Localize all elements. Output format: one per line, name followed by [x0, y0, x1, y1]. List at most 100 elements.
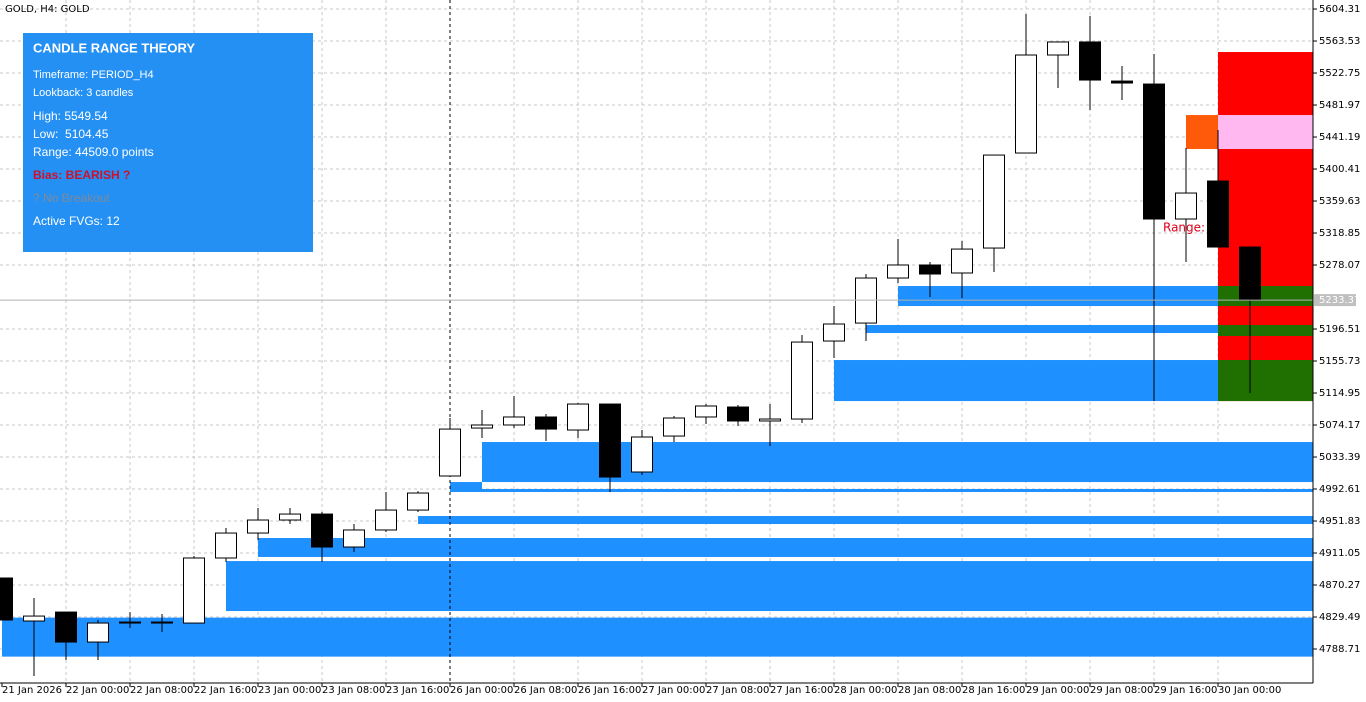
panel-title: CANDLE RANGE THEORY: [33, 40, 195, 55]
panel-stat: Range: 44509.0 points: [33, 145, 154, 159]
zone: [2, 617, 1313, 657]
x-tick-label: 23 Jan 00:00: [258, 685, 321, 696]
zone: [834, 360, 1218, 402]
x-tick-label: 29 Jan 00:00: [1026, 685, 1089, 696]
y-tick-label: 5278.07: [1319, 260, 1360, 271]
candle-body: [247, 519, 269, 534]
panel-bg: [23, 33, 313, 252]
x-tick-label: 21 Jan 2026: [2, 685, 62, 696]
x-tick-label: 29 Jan 08:00: [1090, 685, 1153, 696]
y-tick-label: 4951.83: [1319, 516, 1360, 527]
y-tick-label: 5563.53: [1319, 36, 1360, 47]
y-tick-label: 5114.95: [1319, 388, 1360, 399]
candle-body: [887, 264, 909, 279]
candle-body: [343, 529, 365, 548]
candle-body: [663, 417, 685, 437]
zone: [1218, 52, 1313, 402]
y-tick-label: 4911.05: [1319, 548, 1360, 559]
candle-body: [1111, 80, 1133, 84]
current-price-label: 5233.37: [1319, 295, 1360, 306]
candle-body: [311, 513, 333, 548]
x-tick-label: 30 Jan 00:00: [1218, 685, 1281, 696]
candle-body: [87, 622, 109, 643]
y-tick-label: 4992.61: [1319, 484, 1360, 495]
y-tick-label: 4788.71: [1319, 644, 1360, 655]
x-tick-label: 23 Jan 08:00: [322, 685, 385, 696]
candle-body: [23, 615, 45, 622]
y-tick-label: 5196.51: [1319, 324, 1360, 335]
x-tick-label: 28 Jan 08:00: [898, 685, 961, 696]
zone: [482, 489, 1313, 493]
y-tick-label: 5155.73: [1319, 356, 1360, 367]
candle-body: [1239, 246, 1261, 301]
zone: [226, 561, 1313, 612]
x-tick-label: 27 Jan 16:00: [770, 685, 833, 696]
zone: [1218, 286, 1313, 307]
candles: [0, 14, 1313, 677]
candle-body: [183, 557, 205, 624]
candle-body: [55, 611, 77, 643]
candle-body: [599, 403, 621, 478]
current-price-box: [1314, 294, 1356, 307]
candle-body: [471, 424, 493, 429]
x-tick-label: 29 Jan 16:00: [1154, 685, 1217, 696]
candle-body: [119, 621, 141, 624]
zone: [450, 482, 482, 493]
zone: [898, 286, 1218, 307]
x-tick-label: 28 Jan 16:00: [962, 685, 1025, 696]
panel-stat: High: 5549.54: [33, 109, 108, 123]
x-tick-label: 22 Jan 08:00: [130, 685, 193, 696]
candle-body: [439, 428, 461, 477]
x-tick-label: 28 Jan 00:00: [834, 685, 897, 696]
zone: [258, 537, 1313, 557]
zone: [1218, 115, 1313, 150]
y-tick-label: 5481.97: [1319, 100, 1360, 111]
candle-body: [1207, 180, 1229, 248]
panel-bias: Bias: BEARISH ?: [33, 168, 130, 182]
candle-body: [1079, 41, 1101, 81]
x-tick-label: 26 Jan 00:00: [450, 685, 513, 696]
candle-body: [983, 154, 1005, 249]
candle-body: [215, 532, 237, 559]
candle-body: [375, 509, 397, 531]
candle-body: [503, 416, 525, 426]
y-tick-label: 4870.27: [1319, 580, 1360, 591]
candle-body: [0, 577, 13, 621]
y-tick-label: 5074.17: [1319, 420, 1360, 431]
y-tick-label: 5033.39: [1319, 452, 1360, 463]
candle-body: [1015, 54, 1037, 154]
y-tick-label: 5522.75: [1319, 68, 1360, 79]
candle-body: [823, 323, 845, 342]
zone: [1186, 115, 1218, 150]
x-tick-label: 27 Jan 00:00: [642, 685, 705, 696]
x-tick-label: 26 Jan 16:00: [578, 685, 641, 696]
candle-body: [1047, 41, 1069, 56]
candle-body: [727, 406, 749, 422]
candle-body: [151, 621, 173, 624]
y-tick-label: 5604.31: [1319, 4, 1360, 15]
candle-body: [951, 248, 973, 274]
x-tick-label: 22 Jan 00:00: [66, 685, 129, 696]
y-tick-label: 5359.63: [1319, 196, 1360, 207]
zones: [2, 52, 1313, 657]
x-tick-label: 23 Jan 16:00: [386, 685, 449, 696]
x-tick-label: 26 Jan 08:00: [514, 685, 577, 696]
zone: [866, 325, 1218, 334]
candle-body: [535, 416, 557, 430]
zone: [418, 516, 1313, 525]
panel-breakout: ? No Breakout: [33, 191, 110, 205]
x-tick-label: 22 Jan 16:00: [194, 685, 257, 696]
symbol-header: GOLD, H4: GOLD: [5, 4, 90, 15]
info-panel: CANDLE RANGE THEORY Timeframe: PERIOD_H4…: [23, 33, 313, 252]
zone: [1218, 325, 1313, 337]
candle-body: [1175, 192, 1197, 220]
candle-body: [631, 436, 653, 473]
candle-body: [791, 341, 813, 420]
candle-body: [407, 492, 429, 511]
x-tick-label: 27 Jan 08:00: [706, 685, 769, 696]
y-tick-label: 4829.49: [1319, 612, 1360, 623]
zone: [1218, 360, 1313, 402]
y-tick-label: 5400.41: [1319, 164, 1360, 175]
